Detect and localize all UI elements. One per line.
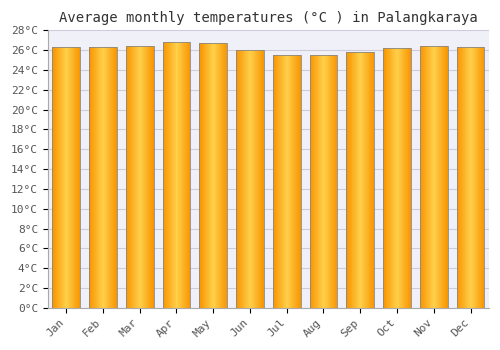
Bar — [273, 55, 300, 308]
Bar — [346, 52, 374, 308]
Bar — [236, 50, 264, 308]
Bar — [420, 46, 448, 308]
Bar — [200, 43, 227, 308]
Bar — [126, 46, 154, 308]
Bar — [456, 47, 484, 308]
Bar — [310, 55, 338, 308]
Bar — [89, 47, 117, 308]
Title: Average monthly temperatures (°C ) in Palangkaraya: Average monthly temperatures (°C ) in Pa… — [59, 11, 478, 25]
Bar — [383, 48, 411, 308]
Bar — [162, 42, 190, 308]
Bar — [52, 47, 80, 308]
